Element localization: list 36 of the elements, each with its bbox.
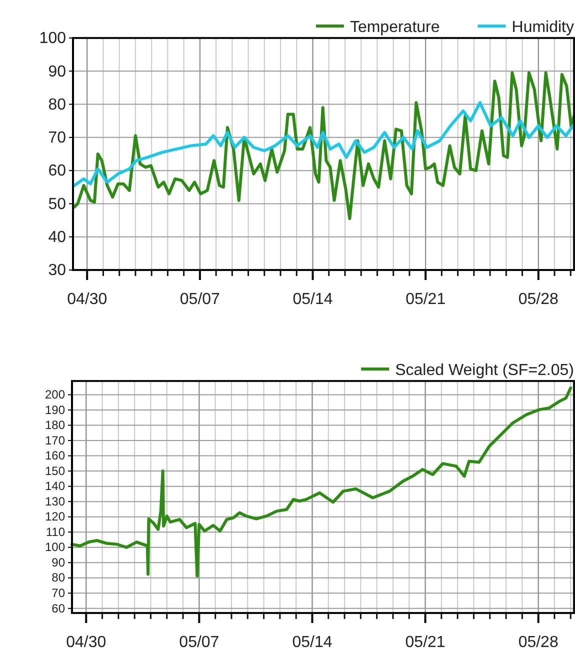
legend-label: Temperature <box>350 19 440 36</box>
x-tick-label: 05/28 <box>518 290 559 308</box>
y-tick-label: 200 <box>44 388 66 402</box>
legend-label: Humidity <box>512 19 574 36</box>
x-tick-label: 04/30 <box>67 290 108 308</box>
y-tick-label: 80 <box>48 96 66 114</box>
y-tick-label: 100 <box>44 540 66 554</box>
y-tick-label: 80 <box>52 570 66 585</box>
y-tick-label: 70 <box>52 586 66 600</box>
y-tick-label: 50 <box>48 196 66 213</box>
x-tick-label: 04/30 <box>66 634 106 651</box>
y-tick-label: 100 <box>39 30 66 48</box>
y-tick-label: 140 <box>44 479 66 494</box>
x-tick-label: 05/07 <box>180 290 220 308</box>
y-tick-label: 130 <box>44 494 66 508</box>
y-tick-label: 70 <box>48 130 66 147</box>
y-tick-label: 160 <box>44 448 66 463</box>
y-tick-label: 30 <box>48 262 66 280</box>
y-tick-label: 170 <box>44 433 66 448</box>
legend-label: Scaled Weight (SF=2.05) <box>395 362 574 379</box>
y-tick-label: 120 <box>44 510 66 524</box>
x-tick-label: 05/21 <box>406 290 446 308</box>
x-tick-label: 05/14 <box>292 290 333 308</box>
y-tick-label: 90 <box>48 63 66 80</box>
y-tick-label: 40 <box>48 228 66 246</box>
x-tick-label: 05/07 <box>179 634 220 651</box>
x-tick-label: 05/28 <box>518 634 558 651</box>
y-tick-label: 150 <box>44 464 66 478</box>
y-tick-label: 180 <box>44 418 66 432</box>
y-tick-label: 90 <box>52 555 66 570</box>
x-tick-label: 05/14 <box>292 634 332 651</box>
y-tick-label: 60 <box>52 601 66 616</box>
x-tick-label: 05/21 <box>405 634 446 651</box>
y-tick-label: 60 <box>48 162 66 180</box>
y-tick-label: 190 <box>44 402 66 417</box>
y-tick-label: 110 <box>46 524 66 539</box>
